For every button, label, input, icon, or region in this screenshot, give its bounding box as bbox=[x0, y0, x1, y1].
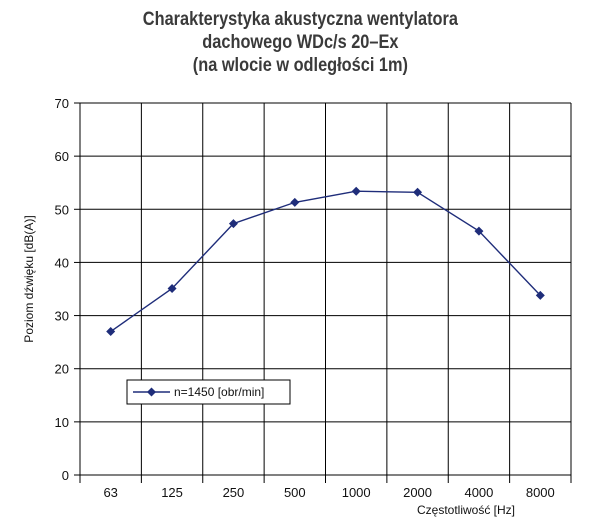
x-tick-label: 2000 bbox=[403, 485, 432, 500]
y-tick-label: 50 bbox=[55, 202, 69, 217]
y-tick-label: 40 bbox=[55, 255, 69, 270]
data-point bbox=[167, 283, 177, 293]
chart-title-line-1: Charakterystyka akustyczna wentylatora bbox=[142, 9, 458, 30]
x-tick-label: 1000 bbox=[342, 485, 371, 500]
y-tick-label: 10 bbox=[55, 415, 69, 430]
x-tick-label: 4000 bbox=[464, 485, 493, 500]
data-point bbox=[535, 290, 545, 300]
y-tick-label: 0 bbox=[62, 468, 69, 483]
data-point bbox=[106, 327, 116, 337]
y-axis-ticks: 0 10 20 30 40 50 60 70 bbox=[55, 96, 69, 483]
grid-lines bbox=[74, 102, 572, 483]
legend-marker bbox=[147, 387, 156, 397]
y-tick-label: 60 bbox=[55, 149, 69, 164]
data-point bbox=[351, 186, 361, 196]
data-point bbox=[413, 187, 423, 197]
data-point bbox=[474, 226, 484, 236]
x-tick-label: 250 bbox=[223, 485, 245, 500]
y-tick-label: 30 bbox=[55, 309, 69, 324]
x-tick-label: 63 bbox=[103, 485, 117, 500]
x-axis-ticks: 63 125 250 500 1000 2000 4000 8000 bbox=[103, 485, 554, 500]
x-axis-label: Częstotliwość [Hz] bbox=[417, 503, 515, 517]
data-point bbox=[228, 219, 238, 229]
x-tick-label: 8000 bbox=[526, 485, 555, 500]
data-point bbox=[290, 197, 300, 207]
chart-title-line-3: (na wlocie w odległości 1m) bbox=[192, 55, 408, 76]
y-axis-label: Poziom dźwięku [dB(A)] bbox=[22, 215, 36, 342]
chart-title: Charakterystyka akustyczna wentylatora d… bbox=[44, 8, 557, 77]
series-group bbox=[106, 186, 545, 337]
legend: n=1450 [obr/min] bbox=[126, 379, 291, 405]
y-tick-label: 70 bbox=[55, 96, 69, 111]
x-tick-label: 500 bbox=[284, 485, 306, 500]
chart-title-line-2: dachowego WDc/s 20–Ex bbox=[202, 32, 399, 53]
series-line bbox=[110, 190, 541, 333]
legend-label: n=1450 [obr/min] bbox=[174, 385, 264, 399]
y-tick-label: 20 bbox=[55, 362, 69, 377]
x-tick-label: 125 bbox=[161, 485, 183, 500]
